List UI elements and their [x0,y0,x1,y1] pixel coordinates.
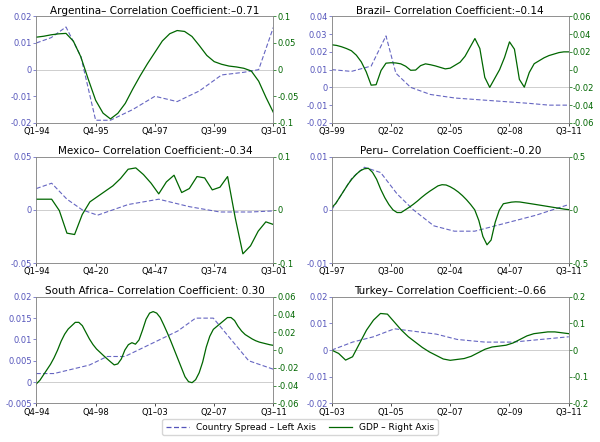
Title: Brazil– Correlation Coefficient:–0.14: Brazil– Correlation Coefficient:–0.14 [356,6,544,15]
Legend: Country Spread – Left Axis, GDP – Right Axis: Country Spread – Left Axis, GDP – Right … [163,419,437,435]
Title: Turkey– Correlation Coefficient:–0.66: Turkey– Correlation Coefficient:–0.66 [354,286,546,296]
Title: Peru– Correlation Coefficient:–0.20: Peru– Correlation Coefficient:–0.20 [359,146,541,156]
Title: South Africa– Correlation Coefficient: 0.30: South Africa– Correlation Coefficient: 0… [45,286,265,296]
Title: Mexico– Correlation Coefficient:–0.34: Mexico– Correlation Coefficient:–0.34 [58,146,252,156]
Title: Argentina– Correlation Coefficient:–0.71: Argentina– Correlation Coefficient:–0.71 [50,6,260,15]
